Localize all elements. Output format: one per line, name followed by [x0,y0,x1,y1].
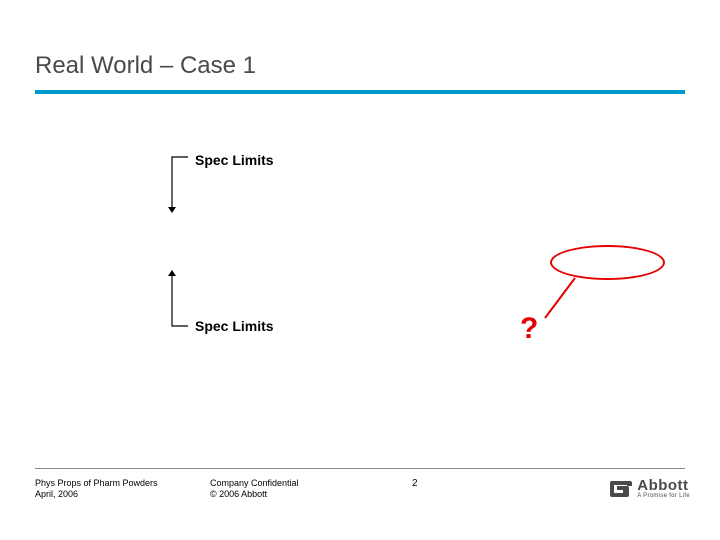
abbott-logo: Abbott A Promise for Life [609,478,690,499]
highlight-ellipse [550,245,665,280]
footer-center: Company Confidential © 2006 Abbott [210,478,299,500]
callout-line [0,100,720,460]
question-mark: ? [520,312,538,346]
abbott-logo-icon [609,479,633,499]
logo-name: Abbott [637,478,690,493]
slide-title: Real World – Case 1 [35,52,256,80]
lower-spec-label: Spec Limits [195,318,274,334]
upper-bracket [170,155,194,215]
upper-spec-label: Spec Limits [195,152,274,168]
title-underline [35,90,685,94]
logo-tagline: A Promise for Life [637,493,690,499]
footer-left-line2: April, 2006 [35,489,158,500]
lower-bracket [170,270,194,330]
footer-left: Phys Props of Pharm Powders April, 2006 [35,478,158,500]
footer-center-line1: Company Confidential [210,478,299,489]
diagram-area: Spec Limits Spec Limits ? [0,100,720,460]
footer-center-line2: © 2006 Abbott [210,489,299,500]
footer-rule [35,468,685,469]
footer-left-line1: Phys Props of Pharm Powders [35,478,158,489]
page-number: 2 [412,478,418,489]
